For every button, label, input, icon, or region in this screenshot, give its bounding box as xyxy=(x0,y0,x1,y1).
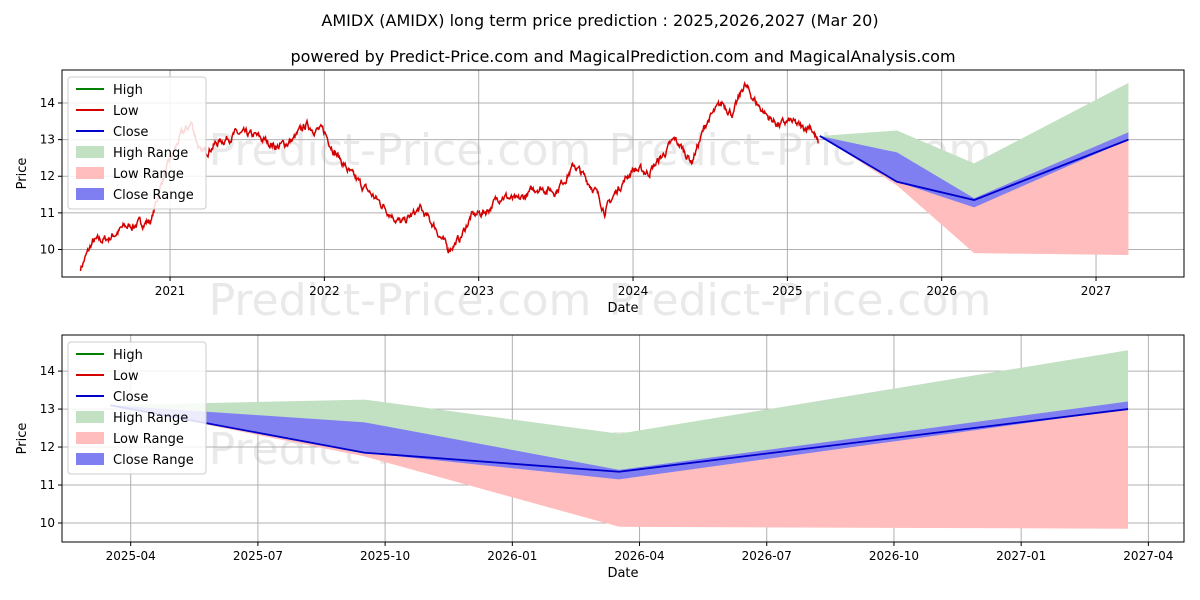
y-tick-label: 10 xyxy=(40,243,55,257)
chart-title: AMIDX (AMIDX) long term price prediction… xyxy=(321,11,878,30)
legend-label: High Range xyxy=(113,146,188,161)
x-tick-label: 2027-01 xyxy=(996,549,1046,563)
x-tick-label: 2022 xyxy=(309,284,340,298)
legend-label: Low xyxy=(113,369,139,384)
x-tick-label: 2026 xyxy=(926,284,957,298)
watermark-text: Predict-Price.com xyxy=(209,125,592,176)
axes-frame xyxy=(61,334,1185,543)
legend-label: Close Range xyxy=(113,453,194,468)
x-tick-label: 2025-04 xyxy=(106,549,156,563)
x-tick-label: 2026-07 xyxy=(742,549,792,563)
watermark-text: Predict-Price.com xyxy=(209,275,592,326)
legend-label: Close xyxy=(113,390,148,405)
close-forecast-line xyxy=(110,404,1129,473)
y-tick-label: 14 xyxy=(40,96,55,110)
x-tick-label: 2026-04 xyxy=(614,549,664,563)
close-range-band xyxy=(110,401,1129,480)
y-tick-label: 12 xyxy=(40,169,55,183)
y-tick-label: 13 xyxy=(40,402,55,416)
legend: High Low Close High Range Low Range Close Ran… xyxy=(67,341,207,475)
y-tick-label: 11 xyxy=(40,206,55,220)
x-tick-label: 2021 xyxy=(155,284,186,298)
y-tick-label: 13 xyxy=(40,133,55,147)
legend-patch-swatch xyxy=(76,453,104,465)
x-tick-label: 2023 xyxy=(463,284,494,298)
x-tick-label: 2025-10 xyxy=(360,549,410,563)
y-tick-label: 12 xyxy=(40,440,55,454)
y-axis-label: Price xyxy=(15,423,30,455)
x-tick-label: 2025 xyxy=(772,284,803,298)
legend-patch-swatch xyxy=(76,188,104,200)
close-forecast-line xyxy=(819,135,1129,202)
legend: High Low Close High Range Low Range Close Ran… xyxy=(67,76,207,210)
legend-patch-swatch xyxy=(76,432,104,444)
x-tick-label: 2024 xyxy=(618,284,649,298)
x-tick-label: 2026-10 xyxy=(869,549,919,563)
legend-label: High xyxy=(113,348,143,363)
x-axis-label: Date xyxy=(607,566,638,581)
y-tick-label: 14 xyxy=(40,364,55,378)
y-tick-label: 11 xyxy=(40,478,55,492)
chart-panel-2: Predict-Price.comPredict-Price.com2025-0… xyxy=(15,334,1185,581)
x-axis-label: Date xyxy=(607,301,638,316)
legend-patch-swatch xyxy=(76,167,104,179)
watermark-text: Predict-Price.com xyxy=(609,275,992,326)
legend-label: Low Range xyxy=(113,432,184,447)
x-tick-label: 2025-07 xyxy=(233,549,283,563)
chart-panel-1: Predict-Price.com Predict-Price.com Predic… xyxy=(15,69,1185,326)
y-axis-label: Price xyxy=(15,158,30,190)
legend-patch-swatch xyxy=(76,146,104,158)
x-tick-label: 2027-04 xyxy=(1123,549,1173,563)
chart-subtitle: powered by Predict-Price.com and Magical… xyxy=(290,47,955,66)
legend-patch-swatch xyxy=(76,411,104,423)
close-range-band xyxy=(819,132,1129,208)
y-tick-label: 10 xyxy=(40,516,55,530)
legend-label: Low xyxy=(113,104,139,119)
x-tick-label: 2026-01 xyxy=(487,549,537,563)
legend-label: Close xyxy=(113,125,148,140)
legend-label: Low Range xyxy=(113,167,184,182)
legend-label: High xyxy=(113,83,143,98)
low-range-band xyxy=(110,405,1129,529)
legend-label: Close Range xyxy=(113,188,194,203)
low-range-band xyxy=(819,135,1129,256)
axes-frame xyxy=(61,69,1185,278)
x-tick-label: 2027 xyxy=(1081,284,1112,298)
legend-label: High Range xyxy=(113,411,188,426)
